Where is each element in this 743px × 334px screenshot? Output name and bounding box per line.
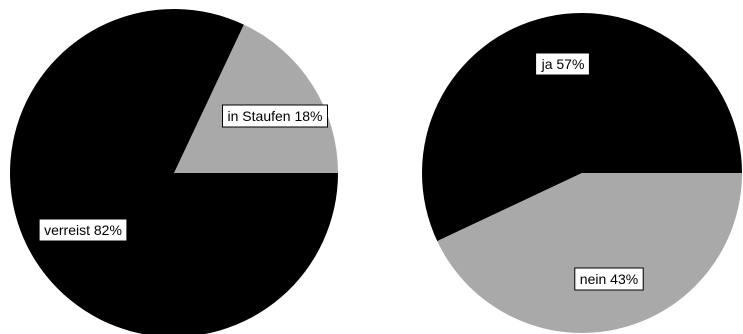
pie-chart-staufen: in Staufen 18% verreist 82% [10, 9, 338, 334]
pie-slice-1-0 [422, 12, 742, 242]
pie-chart-ja-nein: ja 57% nein 43% [422, 12, 742, 333]
slice-label-box [574, 267, 644, 291]
pie-slice-0-1 [10, 9, 338, 334]
slice-label-text: verreist 82% [44, 222, 122, 238]
pie-slice-0-0 [174, 24, 338, 173]
slice-label-text: ja 57% [541, 56, 585, 72]
slice-label-text: nein 43% [580, 271, 638, 287]
slice-label-text: in Staufen 18% [228, 108, 323, 124]
slice-label-1-1: nein 43% [574, 267, 644, 291]
pie-slice-1-1 [437, 173, 742, 333]
slice-label-1-0: ja 57% [535, 52, 590, 76]
slice-label-box [222, 104, 328, 128]
slice-label-0-0: in Staufen 18% [222, 104, 328, 128]
slice-label-box [535, 52, 590, 76]
slice-label-0-1: verreist 82% [38, 218, 128, 242]
slice-label-box [38, 218, 128, 242]
